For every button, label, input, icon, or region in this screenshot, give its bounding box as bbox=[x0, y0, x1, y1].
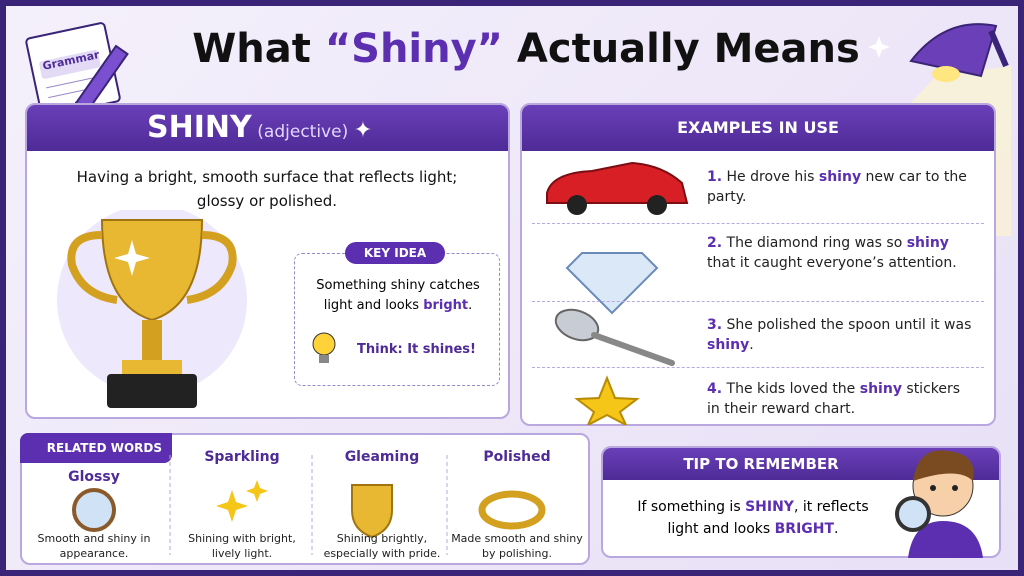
divider bbox=[532, 367, 984, 368]
tip-panel: TIP TO REMEMBER If something is SHINY, i… bbox=[601, 446, 1001, 558]
part-of-speech: (adjective) bbox=[257, 122, 349, 142]
word-definition: Shining brightly, especially with pride. bbox=[323, 532, 441, 560]
text: new car to the party. bbox=[707, 169, 967, 205]
word-definition: Smooth and shiny in appearance. bbox=[37, 532, 151, 560]
text: , it reflects light and looks bbox=[667, 499, 869, 537]
tip-text: If something is SHINY, it reflects light… bbox=[623, 496, 883, 540]
highlight: SHINY bbox=[745, 499, 794, 515]
example-number: 1. bbox=[707, 169, 723, 185]
key-idea-box: KEY IDEA Something shiny catches light a… bbox=[294, 242, 500, 386]
word: Glossy bbox=[68, 469, 120, 485]
definition-header: SHINY (adjective) ✦ bbox=[27, 105, 508, 151]
key-idea-label: KEY IDEA bbox=[345, 242, 445, 264]
text: He drove his bbox=[726, 169, 819, 185]
example-number: 2. bbox=[707, 235, 723, 251]
title-text: What bbox=[192, 26, 311, 72]
word: Sparkling bbox=[204, 449, 280, 465]
title: What “Shiny” Actually Means bbox=[156, 26, 896, 72]
example-number: 3. bbox=[707, 317, 723, 333]
examples-heading: EXAMPLES IN USE bbox=[677, 118, 839, 137]
title-text: Actually Means bbox=[516, 26, 860, 72]
example-images bbox=[546, 161, 689, 425]
tip-heading: TIP TO REMEMBER bbox=[683, 455, 839, 473]
text: that it caught everyone’s attention. bbox=[707, 255, 957, 271]
word-definition: Shining with bright, lively light. bbox=[188, 532, 296, 560]
highlight: shiny bbox=[707, 337, 750, 353]
text: . bbox=[749, 337, 754, 353]
word-definition: Made smooth and shiny by polishing. bbox=[451, 532, 583, 560]
word: SHINY bbox=[147, 110, 252, 145]
text: . bbox=[468, 298, 473, 313]
text: If something is bbox=[637, 499, 746, 515]
divider bbox=[532, 301, 984, 302]
trophy bbox=[57, 210, 247, 408]
example-number: 4. bbox=[707, 381, 723, 397]
example: 2. The diamond ring was so shiny that it… bbox=[707, 233, 977, 273]
word: Polished bbox=[483, 449, 551, 465]
kid bbox=[895, 450, 983, 558]
word: Gleaming bbox=[344, 449, 420, 465]
definition-panel: SHINY (adjective) ✦ Having a bright, smo… bbox=[25, 103, 510, 419]
example: 1. He drove his shiny new car to the par… bbox=[707, 167, 977, 207]
highlight: shiny bbox=[818, 169, 862, 185]
title-highlight: “Shiny” bbox=[324, 26, 503, 72]
key-idea-text: Something shiny catches light and looks … bbox=[305, 276, 491, 316]
divider bbox=[532, 223, 984, 224]
highlight: bright bbox=[423, 298, 469, 313]
related-images bbox=[72, 455, 546, 555]
text: stickers in their reward chart. bbox=[707, 381, 961, 417]
definition-text: Having a bright, smooth surface that ref… bbox=[76, 168, 458, 210]
text: The kids loved the bbox=[726, 381, 860, 397]
examples-panel: EXAMPLES IN USE 1. He drove his shiny ne… bbox=[520, 103, 996, 426]
related-panel: RELATED WORDS Glossy Smooth and shiny in … bbox=[20, 433, 590, 565]
bulb-icon bbox=[312, 332, 336, 363]
text: She polished the spoon until it was bbox=[726, 317, 972, 333]
highlight: shiny bbox=[859, 381, 902, 397]
text: The diamond ring was so bbox=[726, 235, 907, 251]
examples-header: EXAMPLES IN USE bbox=[522, 105, 994, 151]
think-text: Think: It shines! bbox=[357, 342, 476, 357]
text: . bbox=[834, 521, 839, 537]
example: 4. The kids loved the shiny stickers in … bbox=[707, 379, 977, 419]
example: 3. She polished the spoon until it was s… bbox=[707, 315, 977, 355]
highlight: shiny bbox=[906, 235, 949, 251]
text: Something shiny catches light and looks bbox=[316, 278, 480, 313]
highlight: BRIGHT bbox=[774, 521, 835, 537]
related-heading: RELATED WORDS bbox=[20, 433, 172, 463]
